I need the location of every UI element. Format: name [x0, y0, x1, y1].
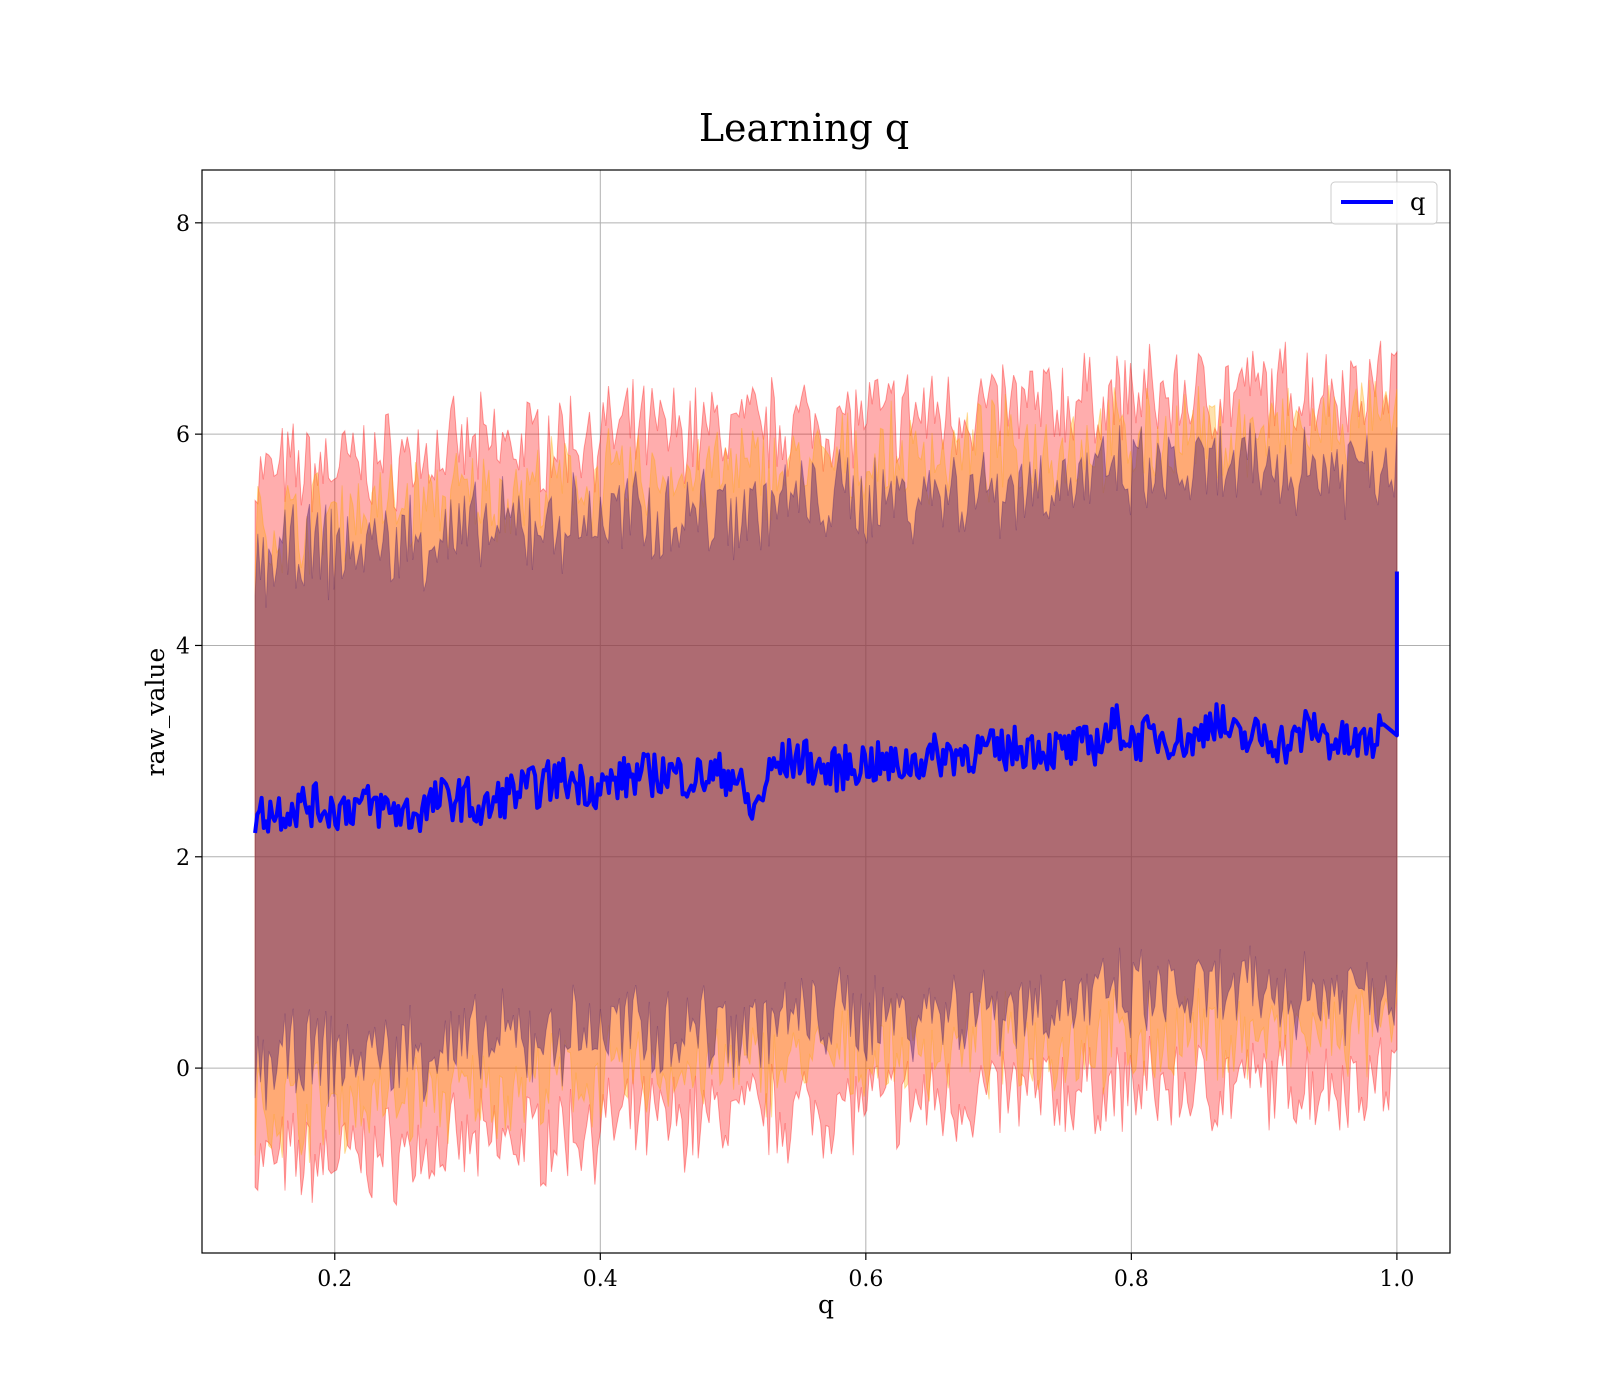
- x-tick-label-1: 0.4: [583, 1267, 618, 1292]
- plot-frame: [201, 169, 1451, 1254]
- x-tick-label-4: 1.0: [1379, 1267, 1414, 1292]
- y-tick-label-4: 8: [176, 212, 190, 237]
- y-tick-label-3: 6: [176, 423, 190, 448]
- y-tick-label-0: 0: [176, 1057, 190, 1082]
- chart-title: Learning q: [699, 106, 909, 150]
- x-axis-ticks: 0.2 0.4 0.6 0.8 1.0: [317, 1253, 1414, 1292]
- x-tick-label-0: 0.2: [317, 1267, 352, 1292]
- legend-label: q: [1410, 188, 1425, 216]
- y-tick-label-2: 4: [176, 634, 190, 659]
- x-tick-label-3: 0.8: [1114, 1267, 1149, 1292]
- series-line-q: [253, 571, 1399, 834]
- legend: q: [1330, 181, 1438, 225]
- x-axis-label: q: [818, 1290, 834, 1319]
- grid: [202, 170, 1450, 1253]
- x-tick-label-2: 0.6: [848, 1267, 883, 1292]
- y-tick-label-1: 2: [176, 846, 190, 871]
- series-lines: [253, 571, 1399, 834]
- y-axis-ticks: 0 2 4 6 8: [176, 212, 202, 1082]
- y-axis-label: raw_value: [141, 648, 170, 777]
